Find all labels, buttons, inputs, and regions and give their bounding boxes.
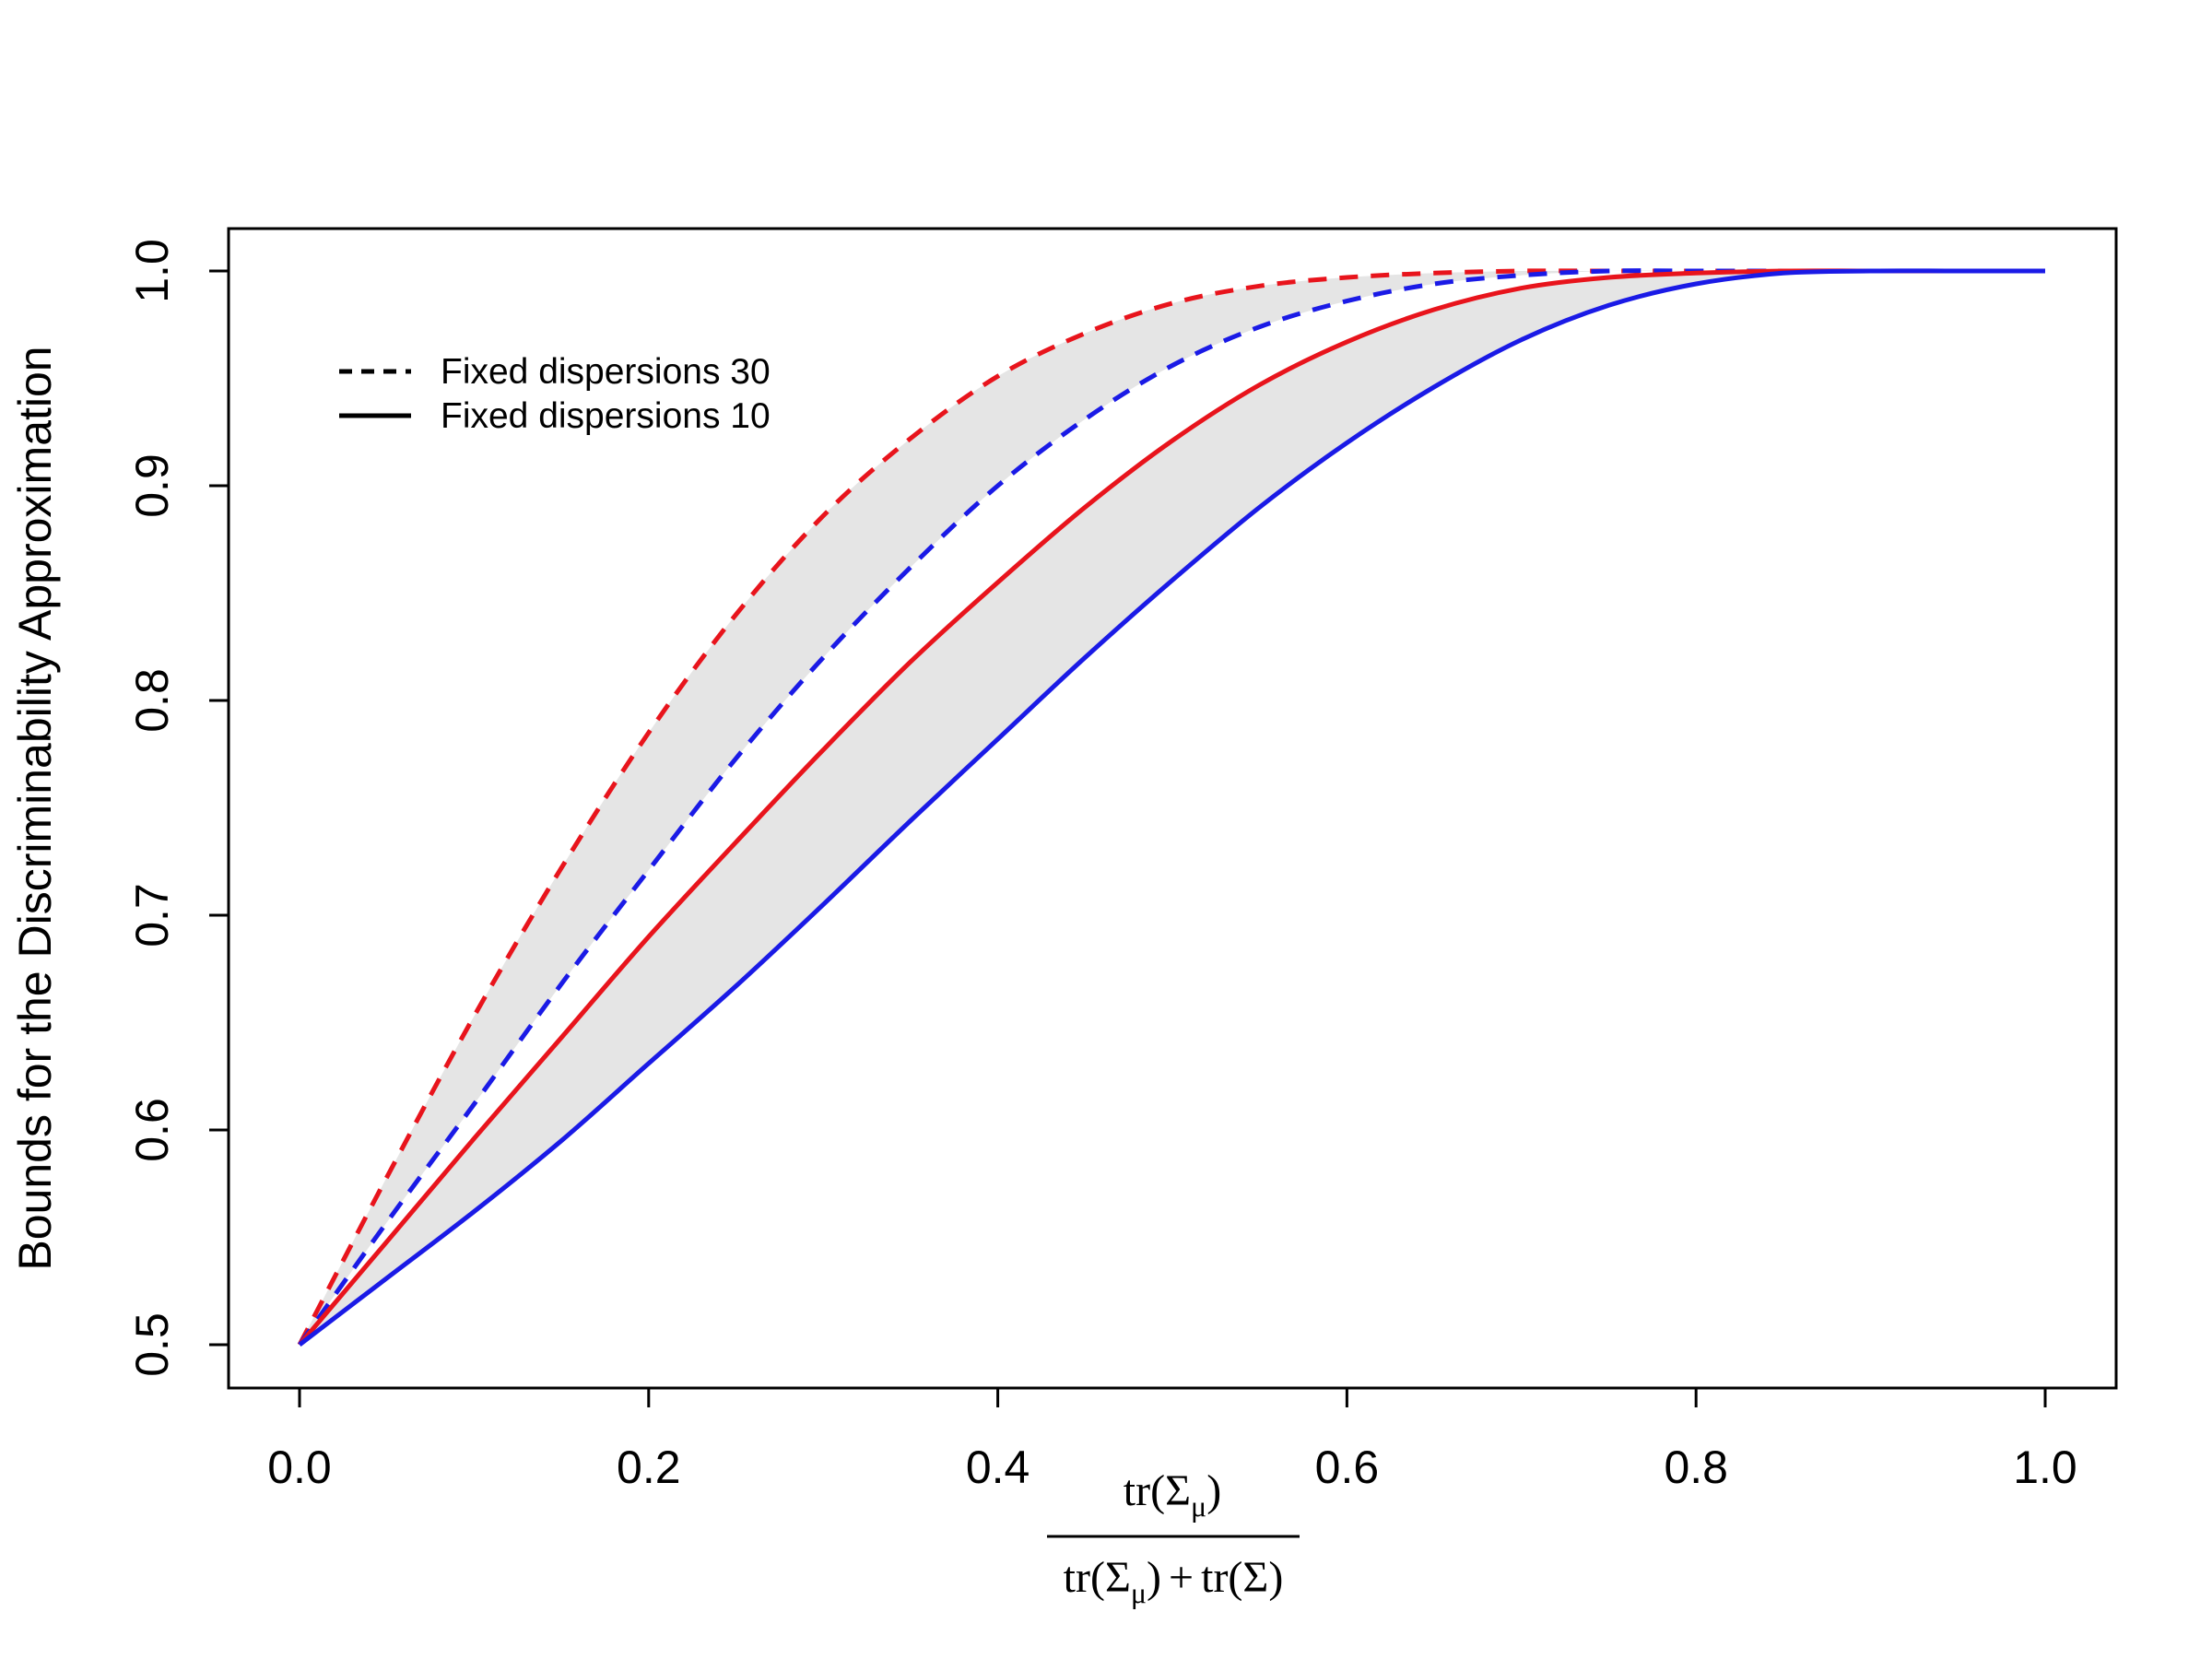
legend: Fixed dispersions 30 Fixed dispersions 1… xyxy=(339,352,771,436)
x-tick-label: 0.4 xyxy=(966,1441,1030,1493)
plot-frame xyxy=(227,227,2118,1390)
x-axis: 0.0 0.2 0.4 0.6 0.8 1.0 xyxy=(267,1388,2077,1493)
y-tick-label: 1.0 xyxy=(126,239,178,303)
x-axis-label: tr(Σμ) tr(Σμ) + tr(Σ) xyxy=(1047,1466,1300,1609)
x-tick-label: 0.6 xyxy=(1315,1441,1380,1493)
band-2 xyxy=(300,270,2045,1345)
x-tick-label: 0.0 xyxy=(267,1441,332,1493)
series-lines xyxy=(297,268,2045,1347)
x-tick-label: 0.2 xyxy=(617,1441,681,1493)
x-tick-label: 1.0 xyxy=(2013,1441,2077,1493)
y-tick-label: 0.8 xyxy=(126,668,178,733)
y-tick-label: 0.7 xyxy=(126,883,178,947)
shaded-bands xyxy=(300,270,2045,1346)
legend-label-solid: Fixed dispersions 10 xyxy=(441,396,771,436)
y-tick-label: 0.9 xyxy=(126,453,178,518)
y-axis-label: Bounds for the Discriminability Approxim… xyxy=(9,346,61,1270)
band-1 xyxy=(300,270,2045,1346)
series-line-lower-solid xyxy=(298,268,2045,1347)
x-label-denominator: tr(Σμ) + tr(Σ) xyxy=(1064,1553,1284,1609)
y-tick-label: 0.6 xyxy=(126,1098,178,1162)
y-tick-label: 0.5 xyxy=(126,1312,178,1377)
series-line-upper-solid xyxy=(298,268,2045,1347)
x-tick-label: 0.8 xyxy=(1664,1441,1728,1493)
x-label-numerator: tr(Σμ) xyxy=(1124,1466,1221,1523)
y-axis: 0.5 0.6 0.7 0.8 0.9 1.0 xyxy=(126,239,229,1377)
legend-label-dashed: Fixed dispersions 30 xyxy=(441,352,771,392)
